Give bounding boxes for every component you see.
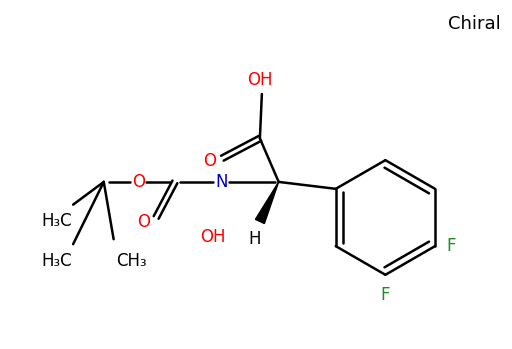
Text: O: O <box>137 214 150 231</box>
Text: Chiral: Chiral <box>447 15 500 33</box>
Text: O: O <box>203 152 216 170</box>
Text: H₃C: H₃C <box>41 213 72 230</box>
Text: F: F <box>380 285 390 304</box>
Text: H: H <box>249 230 261 248</box>
Polygon shape <box>255 182 279 224</box>
Text: F: F <box>446 237 456 255</box>
Text: O: O <box>132 173 145 191</box>
Text: CH₃: CH₃ <box>117 252 147 270</box>
Text: N: N <box>215 173 228 191</box>
Text: H₃C: H₃C <box>41 252 72 270</box>
Text: OH: OH <box>247 71 273 89</box>
Text: OH: OH <box>200 228 225 246</box>
